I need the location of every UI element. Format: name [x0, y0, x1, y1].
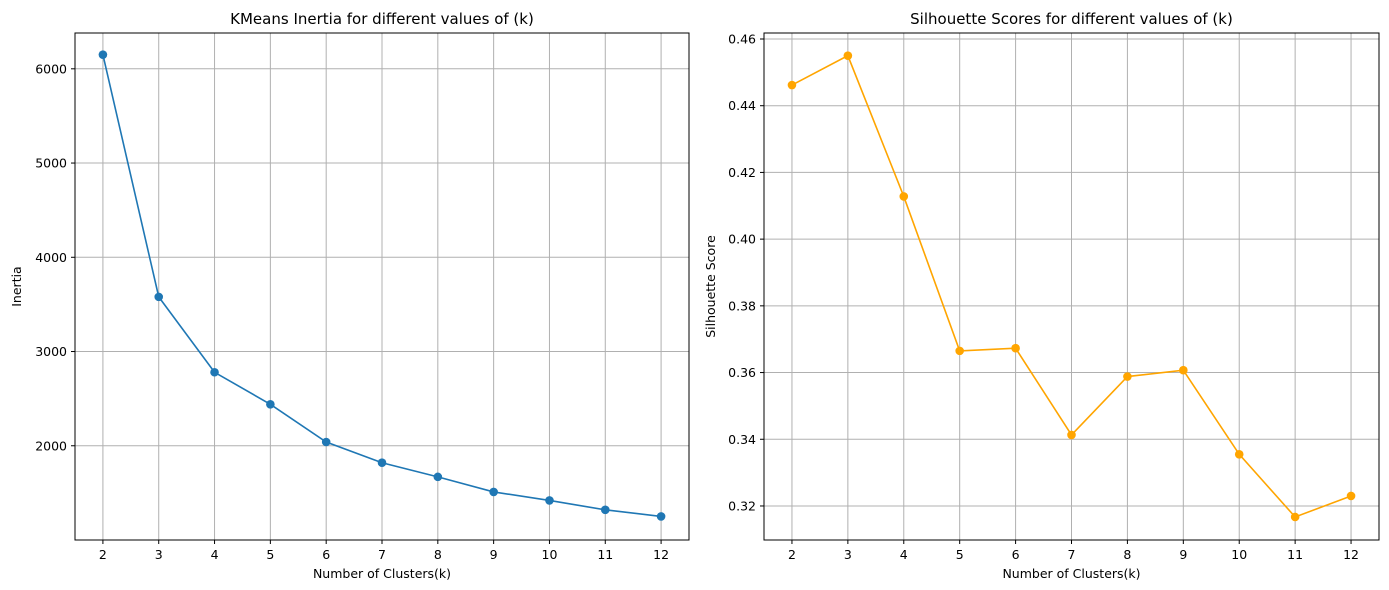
- inertia-x-tick-label: 4: [211, 547, 219, 562]
- inertia-data-point: [266, 399, 275, 409]
- inertia-data-point: [154, 292, 164, 302]
- inertia-data-point: [321, 437, 331, 447]
- silhouette-x-tick-label: 8: [1123, 547, 1131, 562]
- silhouette-data-point: [1346, 491, 1356, 501]
- silhouette-x-tick-label: 11: [1287, 547, 1303, 562]
- inertia-data-point: [600, 505, 610, 515]
- silhouette-data-point: [1067, 430, 1076, 440]
- inertia-x-tick-label: 7: [378, 547, 386, 562]
- inertia-x-tick-label: 12: [653, 547, 669, 562]
- inertia-chart-title: KMeans Inertia for different values of (…: [230, 10, 534, 28]
- silhouette-data-point: [1179, 365, 1188, 375]
- inertia-x-tick-label: 6: [322, 547, 330, 562]
- inertia-data-point: [545, 496, 554, 505]
- silhouette-x-tick-label: 12: [1343, 547, 1359, 562]
- inertia-x-axis-label: Number of Clusters(k): [313, 566, 451, 581]
- inertia-x-tick-label: 2: [99, 547, 107, 562]
- inertia-x-tick-label: 5: [266, 547, 274, 562]
- silhouette-data-point: [1234, 449, 1244, 459]
- silhouette-x-tick-label: 4: [900, 547, 908, 562]
- inertia-y-tick-label: 6000: [35, 61, 67, 76]
- inertia-x-tick-label: 11: [597, 547, 613, 562]
- inertia-grid: [75, 33, 689, 540]
- inertia-y-tick-label: 2000: [35, 438, 67, 453]
- silhouette-data-point: [1123, 372, 1132, 381]
- silhouette-y-tick-label: 0.32: [728, 498, 756, 513]
- inertia-data-point: [656, 512, 666, 521]
- silhouette-x-tick-label: 2: [788, 547, 796, 562]
- silhouette-data-point: [955, 346, 964, 356]
- silhouette-y-tick-label: 0.40: [728, 232, 756, 247]
- silhouette-y-tick-label: 0.44: [728, 98, 756, 113]
- silhouette-y-axis-label: Silhouette Score: [703, 235, 718, 338]
- inertia-chart: 2 3 4 5 6 7 8 9 10 11 12 2000 3000 4000 5000 6000 KMeans…: [9, 10, 690, 581]
- inertia-x-tick-label: 3: [155, 547, 163, 562]
- silhouette-data-point: [787, 80, 797, 90]
- silhouette-x-tick-label: 6: [1012, 547, 1020, 562]
- inertia-y-tick-label: 3000: [35, 344, 67, 359]
- inertia-x-tick-label: 10: [542, 547, 558, 562]
- inertia-data-point: [98, 50, 108, 59]
- inertia-data-point: [433, 472, 443, 482]
- inertia-y-tick-label: 5000: [35, 156, 67, 171]
- silhouette-data-point: [1290, 512, 1300, 522]
- silhouette-data-point: [899, 192, 909, 201]
- silhouette-chart: 2 3 4 5 6 7 8 9 10 11 12 0.32 0.34 0.36 0.38 0.40 0.42 0.…: [703, 10, 1380, 581]
- inertia-data-point: [377, 458, 387, 468]
- inertia-data-point: [210, 367, 219, 377]
- silhouette-y-tick-label: 0.46: [728, 32, 756, 47]
- silhouette-x-tick-label: 7: [1068, 547, 1076, 562]
- inertia-y-axis-label: Inertia: [9, 266, 24, 306]
- silhouette-chart-title: Silhouette Scores for different values o…: [910, 10, 1233, 28]
- silhouette-y-tick-label: 0.34: [728, 432, 756, 447]
- silhouette-x-tick-label: 5: [956, 547, 964, 562]
- silhouette-x-tick-label: 10: [1231, 547, 1247, 562]
- silhouette-x-tick-label: 9: [1179, 547, 1187, 562]
- silhouette-data-point: [843, 51, 853, 60]
- silhouette-grid: [764, 33, 1379, 540]
- silhouette-data-point: [1011, 343, 1020, 353]
- silhouette-x-axis-label: Number of Clusters(k): [1002, 566, 1140, 581]
- silhouette-x-tick-label: 3: [844, 547, 852, 562]
- inertia-data-point: [489, 487, 498, 497]
- silhouette-y-tick-label: 0.36: [728, 365, 756, 380]
- inertia-y-tick-label: 4000: [35, 250, 67, 265]
- inertia-x-tick-label: 9: [490, 547, 498, 562]
- silhouette-y-tick-label: 0.38: [728, 298, 756, 313]
- inertia-x-tick-label: 8: [434, 547, 442, 562]
- silhouette-y-tick-label: 0.42: [728, 165, 756, 180]
